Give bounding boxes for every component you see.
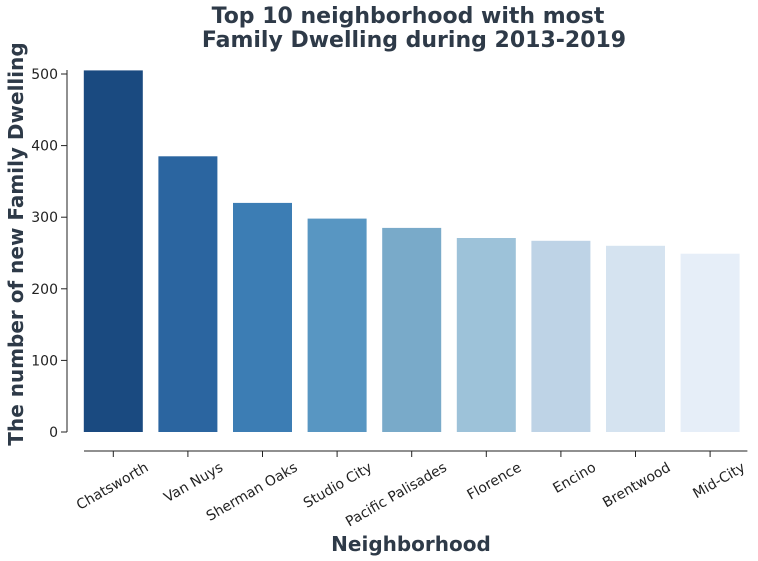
bar-pacific-palisades: [382, 227, 442, 432]
chart-title-line-1: Top 10 neighborhood with most: [212, 4, 605, 29]
bars-group: [83, 70, 740, 433]
bar-mid-city: [680, 253, 740, 432]
y-tick-label: 0: [49, 425, 58, 441]
chart-title-line-2: Family Dwelling during 2013-2019: [202, 28, 626, 53]
x-axis-title: Neighborhood: [331, 532, 491, 556]
x-tick-label: Van Nuys: [161, 460, 226, 507]
y-tick-label: 300: [31, 210, 58, 226]
y-tick-label: 400: [31, 139, 58, 155]
bar-florence: [456, 238, 516, 432]
bar-chatsworth: [83, 70, 143, 433]
x-tick-label: Mid-City: [690, 460, 748, 503]
bar-encino: [531, 240, 591, 432]
bar-studio-city: [307, 218, 367, 432]
y-axis-title: The number of new Family Dwelling: [4, 42, 28, 445]
bar-sherman-oaks: [233, 202, 292, 432]
y-tick-label: 500: [31, 67, 58, 83]
x-tick-label: Florence: [465, 460, 525, 504]
x-tick-label: Encino: [550, 460, 598, 497]
bar-brentwood: [606, 245, 665, 432]
y-tick-label: 100: [31, 353, 58, 369]
y-axis: 0 100 200 300 400 500: [31, 67, 68, 441]
bar-van-nuys: [158, 156, 218, 433]
x-tick-label: Brentwood: [600, 460, 673, 512]
y-tick-label: 200: [31, 282, 58, 298]
x-tick-label: Chatsworth: [74, 460, 151, 514]
